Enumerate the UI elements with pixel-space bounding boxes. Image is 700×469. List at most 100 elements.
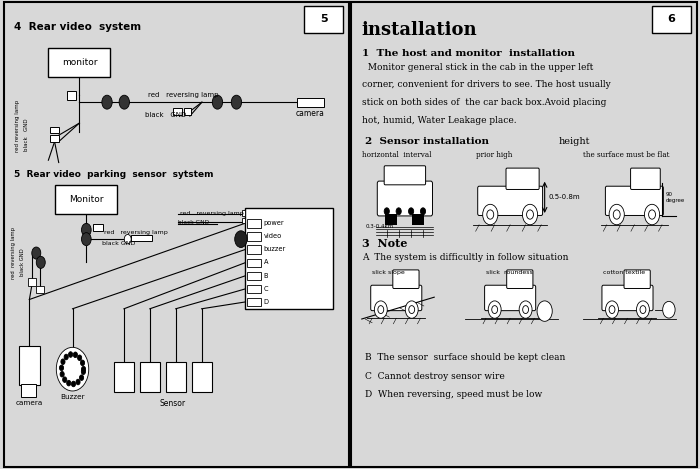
Text: black   GND: black GND (25, 118, 29, 151)
Text: the surface must be flat: the surface must be flat (582, 151, 669, 159)
Circle shape (488, 301, 501, 318)
Bar (114, 362, 134, 393)
Bar (304, 6, 344, 32)
Circle shape (81, 366, 85, 372)
Circle shape (81, 223, 91, 236)
FancyBboxPatch shape (477, 186, 542, 215)
Bar (412, 213, 423, 225)
Text: black   GND: black GND (145, 112, 186, 118)
Circle shape (606, 301, 619, 318)
Circle shape (36, 257, 46, 268)
Circle shape (81, 233, 91, 246)
Bar (247, 272, 261, 280)
Circle shape (645, 204, 659, 225)
Text: B: B (264, 272, 268, 279)
Circle shape (374, 301, 387, 318)
Circle shape (56, 348, 89, 391)
Bar (183, 108, 190, 115)
Text: camera: camera (16, 400, 43, 406)
FancyBboxPatch shape (371, 285, 422, 310)
FancyBboxPatch shape (606, 186, 664, 215)
FancyBboxPatch shape (624, 270, 650, 288)
Bar (247, 298, 261, 306)
Circle shape (384, 208, 389, 215)
Bar (166, 362, 186, 393)
Text: monitor: monitor (62, 58, 97, 67)
Text: red   reversing lamp: red reversing lamp (104, 230, 167, 234)
Text: cotton textile: cotton textile (603, 270, 645, 275)
Circle shape (486, 210, 493, 219)
Text: 3  Note: 3 Note (362, 238, 407, 250)
Text: 1  The host and monitor  installation: 1 The host and monitor installation (362, 49, 575, 58)
Circle shape (483, 204, 498, 225)
Bar (93, 224, 103, 231)
Text: horizontal  interval: horizontal interval (362, 151, 431, 159)
Bar (140, 362, 160, 393)
Circle shape (64, 354, 69, 360)
Bar (247, 258, 261, 267)
Circle shape (119, 95, 130, 109)
Circle shape (492, 306, 498, 313)
Circle shape (81, 369, 85, 375)
Circle shape (212, 95, 223, 109)
Circle shape (409, 208, 414, 215)
Text: slick  roundess: slick roundess (486, 270, 533, 275)
Circle shape (396, 208, 401, 215)
Bar (28, 278, 36, 286)
Bar (652, 6, 692, 32)
Text: D: D (264, 299, 269, 305)
Text: red  reversing lamp: red reversing lamp (10, 227, 15, 279)
Text: A  The system is difficultly in follow situation: A The system is difficultly in follow si… (362, 253, 568, 262)
Circle shape (71, 381, 76, 387)
Text: stick on both sides of  the car back box.Avoid placing: stick on both sides of the car back box.… (362, 98, 606, 107)
Text: 5  Rear video  parking  sensor  sytstem: 5 Rear video parking sensor sytstem (14, 170, 213, 179)
FancyBboxPatch shape (507, 270, 533, 288)
Bar (50, 135, 59, 142)
Circle shape (613, 210, 620, 219)
Bar (36, 286, 44, 294)
Bar (55, 185, 118, 213)
Bar (131, 235, 152, 242)
Circle shape (609, 204, 624, 225)
Circle shape (32, 247, 41, 259)
Bar (19, 346, 40, 386)
Circle shape (405, 301, 418, 318)
Bar (50, 127, 59, 133)
Text: 2  Sensor installation: 2 Sensor installation (365, 137, 489, 146)
Text: D  When reversing, speed must be low: D When reversing, speed must be low (365, 390, 542, 399)
FancyBboxPatch shape (602, 285, 653, 310)
Bar (67, 91, 76, 100)
Circle shape (80, 360, 85, 366)
Text: 0.3-0.4km: 0.3-0.4km (365, 224, 393, 229)
Bar (241, 218, 245, 223)
Bar (385, 213, 397, 225)
Circle shape (526, 210, 533, 219)
Circle shape (78, 355, 82, 361)
Text: Monitor general stick in the cab in the upper left: Monitor general stick in the cab in the … (362, 63, 593, 72)
Text: black GND: black GND (20, 249, 25, 276)
Circle shape (69, 352, 73, 357)
Text: height: height (559, 137, 590, 146)
Text: red   reversing lamp: red reversing lamp (148, 92, 219, 98)
Text: video: video (264, 233, 282, 239)
Circle shape (62, 377, 66, 382)
FancyBboxPatch shape (377, 181, 433, 216)
Bar (241, 211, 245, 216)
Circle shape (102, 95, 112, 109)
Circle shape (125, 234, 131, 244)
Text: black GND: black GND (102, 241, 135, 246)
Text: installation: installation (362, 21, 477, 39)
Circle shape (61, 359, 65, 364)
Text: 5: 5 (320, 14, 328, 24)
Bar (247, 232, 261, 241)
Text: corner, convenient for drivers to see. The host usually: corner, convenient for drivers to see. T… (362, 81, 610, 90)
Circle shape (231, 95, 241, 109)
Bar (22, 384, 36, 397)
Circle shape (522, 204, 538, 225)
Circle shape (421, 208, 426, 215)
Bar (48, 48, 111, 76)
Circle shape (409, 306, 414, 313)
Text: Buzzer: Buzzer (60, 394, 85, 400)
Text: 90
degree: 90 degree (666, 192, 685, 203)
FancyBboxPatch shape (484, 285, 536, 310)
